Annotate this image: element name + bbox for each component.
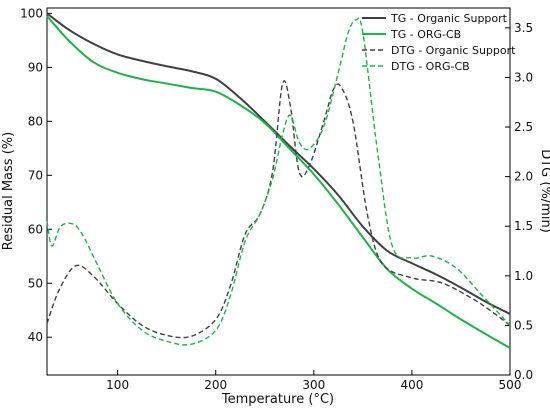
legend-label: TG - Organic Support (390, 12, 508, 25)
series-line-2 (46, 80, 511, 339)
x-axis-ticks: 100 200 300 400 500 (106, 370, 521, 392)
legend-label: DTG - Organic Support (391, 44, 516, 57)
x-tick-label: 200 (204, 378, 227, 392)
y-tick-label: 80 (28, 114, 43, 128)
x-tick-label: 100 (106, 378, 129, 392)
y-tick-label: 50 (28, 276, 43, 290)
x-tick-label: 300 (302, 378, 325, 392)
y-tick-label: 60 (28, 222, 43, 236)
y-tick-label: 90 (28, 60, 43, 74)
y-tick-label: 70 (28, 168, 43, 182)
legend: TG - Organic Support TG - ORG-CB DTG - Org… (362, 12, 516, 73)
x-tick-label: 500 (499, 378, 522, 392)
y-tick-label: 40 (28, 330, 43, 344)
y-axis-ticks: 40 50 60 70 80 90 100 (20, 6, 52, 344)
series-layer (46, 12, 511, 349)
y2-axis-ticks: 0.0 0.5 1.0 1.5 2.0 2.5 3.0 3.5 (505, 21, 533, 382)
y2-tick-label: 3.5 (514, 21, 533, 35)
series-line-0 (46, 12, 511, 315)
x-tick-label: 400 (400, 378, 423, 392)
y2-tick-label: 1.0 (514, 269, 533, 283)
y2-tick-label: 0.5 (514, 318, 533, 332)
y2-tick-label: 0.0 (514, 368, 533, 382)
y-tick-label: 100 (20, 6, 43, 20)
y2-tick-label: 2.5 (514, 120, 533, 134)
legend-label: DTG - ORG-CB (391, 60, 470, 73)
y2-tick-label: 3.0 (514, 70, 533, 84)
series-line-3 (46, 17, 511, 346)
y2-tick-label: 1.5 (514, 219, 533, 233)
y2-tick-label: 2.0 (514, 170, 533, 184)
y-axis-title: Residual Mass (%) (1, 132, 16, 250)
y2-axis-title: DTG (%/min) (538, 149, 550, 233)
legend-label: TG - ORG-CB (390, 28, 461, 41)
x-axis-title: Temperature (°C) (221, 392, 334, 407)
plot-frame (46, 7, 511, 376)
